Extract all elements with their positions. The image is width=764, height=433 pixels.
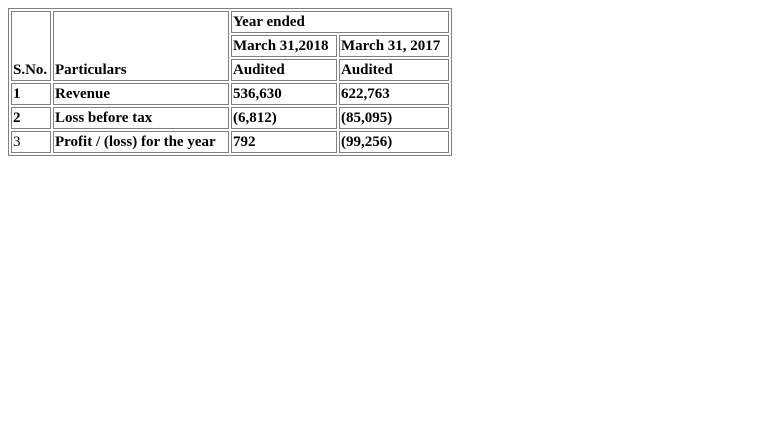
header-audited-2017: Audited (339, 59, 449, 81)
financial-results-table: S.No. Particulars Year ended March 31,20… (8, 8, 452, 156)
row-particulars: Profit / (loss) for the year (53, 131, 229, 153)
header-sno: S.No. (11, 11, 51, 81)
row-sno: 1 (11, 83, 51, 105)
row-value-2018: 792 (231, 131, 337, 153)
header-row-3: Audited Audited (11, 59, 449, 81)
header-period-2018: March 31,2018 (231, 35, 337, 57)
row-sno: 2 (11, 107, 51, 129)
row-value-2018: (6,812) (231, 107, 337, 129)
row-value-2017: (85,095) (339, 107, 449, 129)
header-period-2017: March 31, 2017 (339, 35, 449, 57)
header-row-1: S.No. Particulars Year ended (11, 11, 449, 81)
row-particulars: Loss before tax (53, 107, 229, 129)
row-value-2018: 536,630 (231, 83, 337, 105)
row-value-2017: 622,763 (339, 83, 449, 105)
header-row-2: March 31,2018 March 31, 2017 (11, 35, 449, 57)
table-row: 3 Profit / (loss) for the year 792 (99,2… (11, 131, 449, 153)
row-sno: 3 (11, 131, 51, 153)
header-audited-2018: Audited (231, 59, 337, 81)
row-particulars: Revenue (53, 83, 229, 105)
table-row: 1 Revenue 536,630 622,763 (11, 83, 449, 105)
header-particulars: Particulars (53, 11, 229, 81)
row-value-2017: (99,256) (339, 131, 449, 153)
table-row: 2 Loss before tax (6,812) (85,095) (11, 107, 449, 129)
header-year-ended: Year ended (231, 11, 449, 33)
